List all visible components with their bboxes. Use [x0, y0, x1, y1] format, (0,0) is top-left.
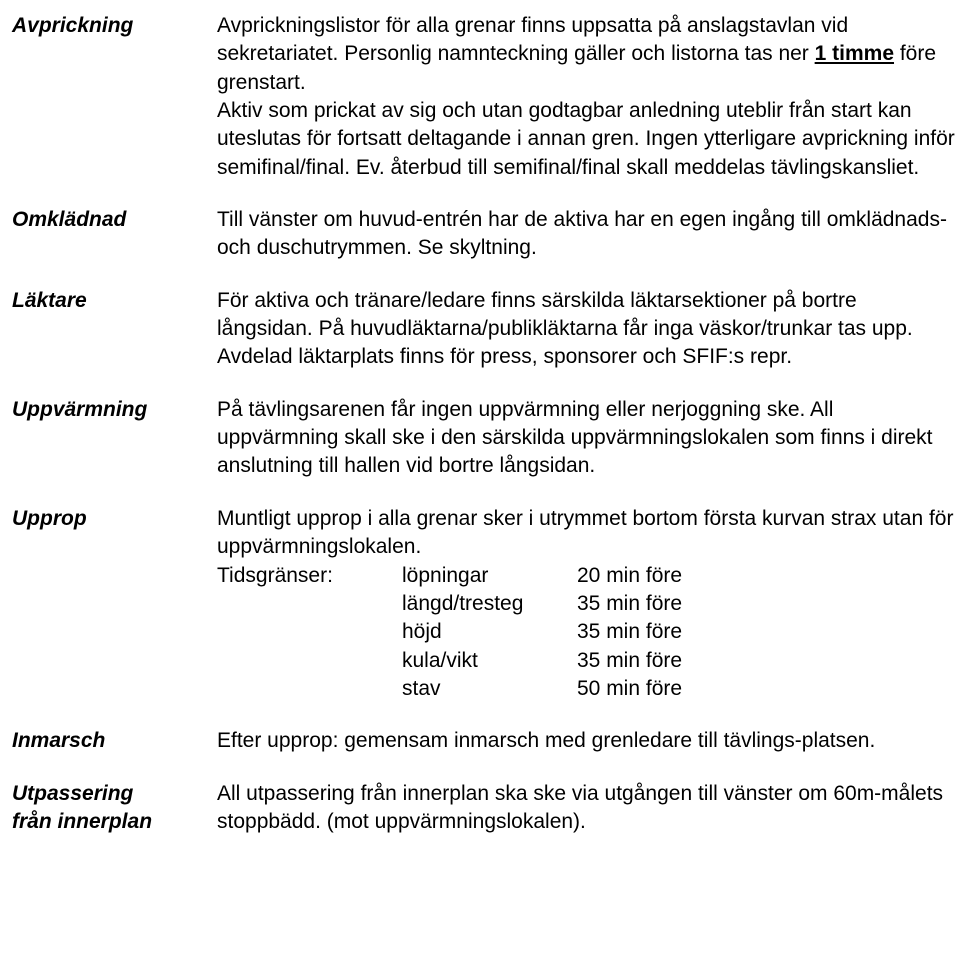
text: Muntligt upprop i alla grenar sker i utr… [217, 507, 953, 558]
table-row: stav 50 min före [217, 675, 956, 703]
body-laktare: För aktiva och tränare/ledare finns särs… [217, 287, 960, 372]
tg-time: 35 min före [577, 590, 682, 618]
section-omkladnad: Omklädnad Till vänster om huvud-entrén h… [12, 206, 960, 263]
text: All utpassering från innerplan ska ske v… [217, 782, 943, 833]
label-upprop: Upprop [12, 505, 217, 533]
tg-label: Tidsgränser: [217, 562, 402, 590]
tg-event: kula/vikt [402, 647, 577, 675]
tg-time: 35 min före [577, 618, 682, 646]
label-utpassering: Utpassering från innerplan [12, 780, 217, 837]
text: På tävlingsarenen får ingen uppvärmning … [217, 398, 933, 478]
tg-time: 50 min före [577, 675, 682, 703]
text: Till vänster om huvud-entrén har de akti… [217, 208, 947, 259]
section-laktare: Läktare För aktiva och tränare/ledare fi… [12, 287, 960, 372]
label-omkladnad: Omklädnad [12, 206, 217, 234]
section-avprickning: Avprickning Avprickningslistor för alla … [12, 12, 960, 182]
tg-event: längd/tresteg [402, 590, 577, 618]
label-line1: Utpassering [12, 782, 133, 805]
label-laktare: Läktare [12, 287, 217, 315]
table-row: höjd 35 min före [217, 618, 956, 646]
body-avprickning: Avprickningslistor för alla grenar finns… [217, 12, 960, 182]
text: Efter upprop: gemensam inmarsch med gren… [217, 729, 875, 752]
table-row: längd/tresteg 35 min före [217, 590, 956, 618]
label-uppvarmning: Uppvärmning [12, 396, 217, 424]
section-upprop: Upprop Muntligt upprop i alla grenar ske… [12, 505, 960, 703]
text: Avprickningslistor för alla grenar finns… [217, 14, 848, 65]
body-inmarsch: Efter upprop: gemensam inmarsch med gren… [217, 727, 960, 755]
text: Aktiv som prickat av sig och utan godtag… [217, 99, 955, 179]
body-upprop: Muntligt upprop i alla grenar sker i utr… [217, 505, 960, 703]
tg-event: stav [402, 675, 577, 703]
table-row: Tidsgränser: löpningar 20 min före [217, 562, 956, 590]
label-line2: från innerplan [12, 810, 152, 833]
body-uppvarmning: På tävlingsarenen får ingen uppvärmning … [217, 396, 960, 481]
label-inmarsch: Inmarsch [12, 727, 217, 755]
tg-time: 20 min före [577, 562, 682, 590]
tidsgranser-table: Tidsgränser: löpningar 20 min före längd… [217, 562, 956, 704]
body-utpassering: All utpassering från innerplan ska ske v… [217, 780, 960, 837]
section-uppvarmning: Uppvärmning På tävlingsarenen får ingen … [12, 396, 960, 481]
tg-time: 35 min före [577, 647, 682, 675]
text: Avdelad läktarplats finns för press, spo… [217, 345, 792, 368]
tg-event: höjd [402, 618, 577, 646]
tg-event: löpningar [402, 562, 577, 590]
label-avprickning: Avprickning [12, 12, 217, 40]
body-omkladnad: Till vänster om huvud-entrén har de akti… [217, 206, 960, 263]
table-row: kula/vikt 35 min före [217, 647, 956, 675]
section-inmarsch: Inmarsch Efter upprop: gemensam inmarsch… [12, 727, 960, 755]
text: För aktiva och tränare/ledare finns särs… [217, 289, 913, 340]
text-underlined: 1 timme [815, 42, 894, 65]
section-utpassering: Utpassering från innerplan All utpasseri… [12, 780, 960, 837]
